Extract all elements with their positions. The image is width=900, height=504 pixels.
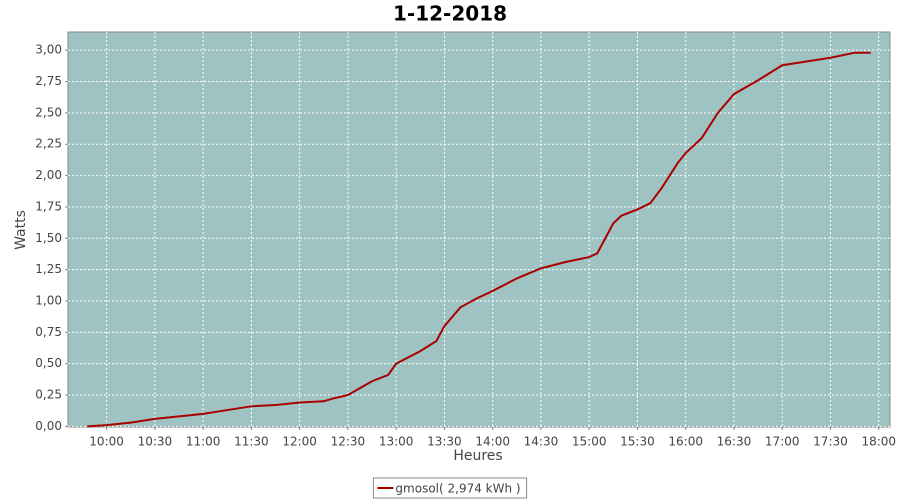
x-tick-label: 11:00 xyxy=(186,435,221,449)
legend: gmosol( 2,974 kWh ) xyxy=(372,477,528,499)
x-tick-label: 16:00 xyxy=(668,435,703,449)
data-line xyxy=(87,51,871,428)
legend-box xyxy=(372,477,528,499)
y-tick-label: 1,00 xyxy=(35,293,62,307)
y-tick-label: 1,50 xyxy=(35,231,62,245)
x-axis-label: Heures xyxy=(453,448,502,464)
y-tick-label: 2,00 xyxy=(35,168,62,182)
x-tick-label: 17:30 xyxy=(813,435,848,449)
y-tick-label: 0,75 xyxy=(35,325,62,339)
plot-area xyxy=(67,31,891,428)
x-tick-label: 14:30 xyxy=(524,435,559,449)
y-tick-label: 0,25 xyxy=(35,388,62,402)
y-tick-label: 0,00 xyxy=(35,419,62,433)
x-tick-label: 14:00 xyxy=(475,435,510,449)
y-tick-label: 1,75 xyxy=(35,199,62,213)
y-tick-label: 2,75 xyxy=(35,74,62,88)
legend-label: gmosol( 2,974 kWh ) xyxy=(395,482,520,496)
y-axis-label: Watts xyxy=(13,210,29,250)
x-tick-label: 15:30 xyxy=(620,435,655,449)
chart-title: 1-12-2018 xyxy=(393,2,507,26)
x-tick-label: 13:00 xyxy=(379,435,414,449)
x-tick-label: 16:30 xyxy=(717,435,752,449)
x-tick-label: 12:00 xyxy=(282,435,317,449)
x-tick-label: 17:00 xyxy=(765,435,800,449)
x-tick-label: 10:30 xyxy=(138,435,173,449)
y-tick-label: 2,50 xyxy=(35,105,62,119)
x-tick-label: 12:30 xyxy=(331,435,366,449)
y-tick-label: 3,00 xyxy=(35,43,62,57)
x-tick-label: 11:30 xyxy=(234,435,269,449)
y-tick-label: 1,25 xyxy=(35,262,62,276)
x-tick-label: 13:30 xyxy=(427,435,462,449)
y-tick-label: 0,50 xyxy=(35,356,62,370)
x-tick-label: 18:00 xyxy=(861,435,896,449)
x-tick-label: 15:00 xyxy=(572,435,607,449)
x-tick-label: 10:00 xyxy=(89,435,124,449)
y-tick-label: 2,25 xyxy=(35,137,62,151)
